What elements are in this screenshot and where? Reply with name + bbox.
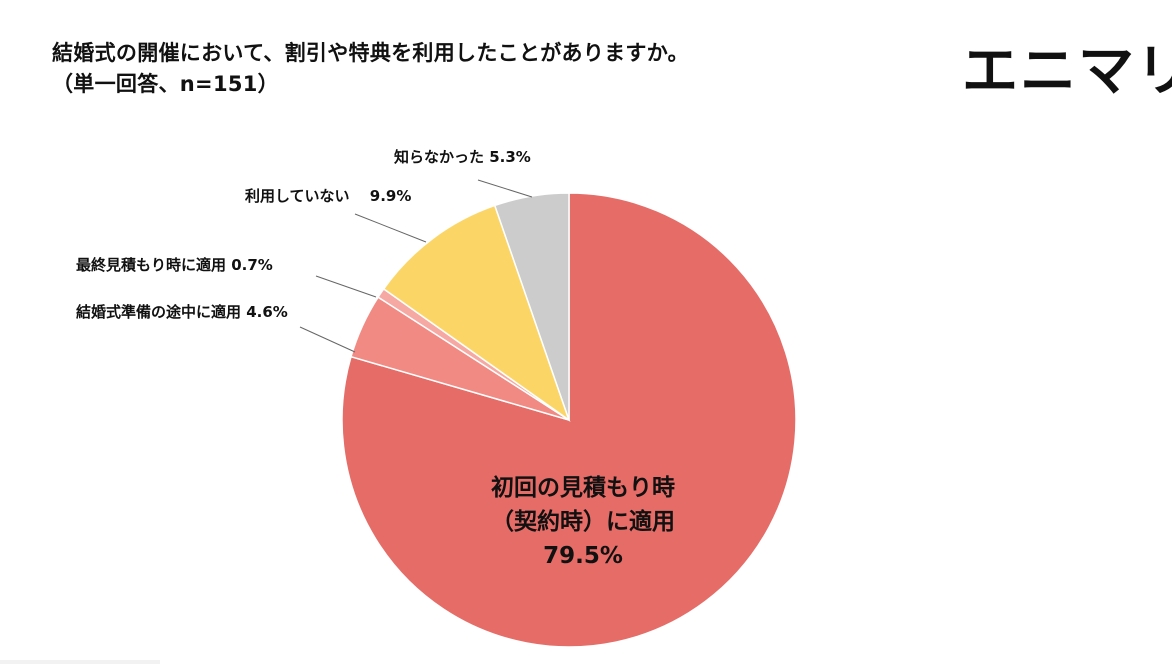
leader-line-1 — [299, 326, 356, 353]
chart-title: 結婚式の開催において、割引や特典を利用したことがありますか。 （単一回答、n=1… — [52, 38, 689, 100]
slice-label-0-line-1: （契約時）に適用 — [491, 508, 675, 535]
pie-slice-0 — [341, 192, 797, 648]
pie-slice-3 — [382, 204, 571, 422]
leader-line-2 — [315, 275, 377, 298]
slice-label-0-line-0: 初回の見積もり時 — [491, 474, 675, 501]
slice-label-3: 利用していない 9.9% — [245, 187, 411, 205]
leader-line-3 — [354, 213, 427, 243]
bottom-divider — [0, 660, 160, 664]
slice-label-2: 最終見積もり時に適用 0.7% — [76, 256, 273, 274]
chart-title-line-1: 結婚式の開催において、割引や特典を利用したことがありますか。 — [52, 41, 689, 65]
pie-slice-4 — [493, 192, 570, 421]
brand-logo: エニマリ — [962, 39, 1172, 104]
slice-label-1: 結婚式準備の途中に適用 4.6% — [76, 303, 288, 321]
slice-label-0-line-2: 79.5% — [543, 543, 623, 569]
chart-title-line-2: （単一回答、n=151） — [52, 72, 279, 96]
slice-label-4: 知らなかった 5.3% — [394, 148, 531, 166]
leader-line-4 — [477, 179, 533, 198]
